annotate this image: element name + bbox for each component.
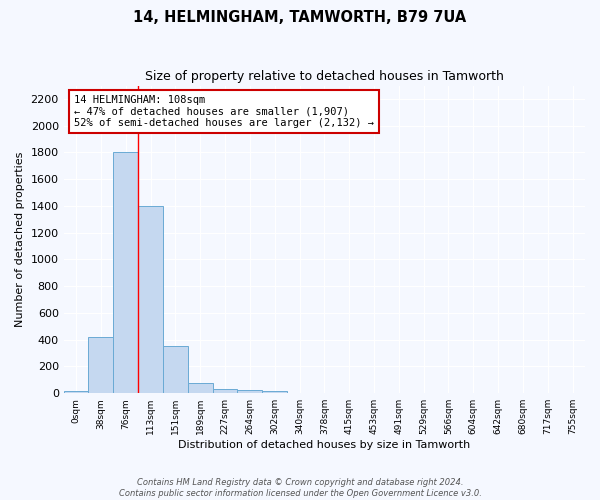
Text: Contains HM Land Registry data © Crown copyright and database right 2024.
Contai: Contains HM Land Registry data © Crown c… bbox=[119, 478, 481, 498]
Bar bbox=[113, 152, 138, 393]
Bar bbox=[88, 337, 113, 393]
Bar bbox=[188, 382, 212, 393]
Bar bbox=[163, 346, 188, 393]
Y-axis label: Number of detached properties: Number of detached properties bbox=[15, 152, 25, 327]
Title: Size of property relative to detached houses in Tamworth: Size of property relative to detached ho… bbox=[145, 70, 504, 83]
Bar bbox=[138, 206, 163, 393]
Bar bbox=[212, 389, 238, 393]
Text: 14, HELMINGHAM, TAMWORTH, B79 7UA: 14, HELMINGHAM, TAMWORTH, B79 7UA bbox=[133, 10, 467, 25]
Bar bbox=[262, 390, 287, 393]
Text: 14 HELMINGHAM: 108sqm
← 47% of detached houses are smaller (1,907)
52% of semi-d: 14 HELMINGHAM: 108sqm ← 47% of detached … bbox=[74, 95, 374, 128]
Bar bbox=[64, 390, 88, 393]
Bar bbox=[238, 390, 262, 393]
X-axis label: Distribution of detached houses by size in Tamworth: Distribution of detached houses by size … bbox=[178, 440, 470, 450]
